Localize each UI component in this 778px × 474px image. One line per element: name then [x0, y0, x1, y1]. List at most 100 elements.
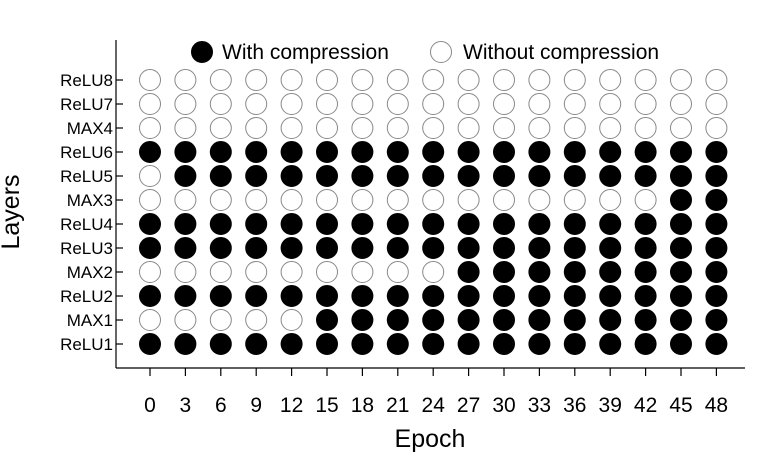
dot-relu2-epoch-30 [493, 285, 515, 307]
dot-relu8-epoch-6 [209, 69, 232, 91]
dot-max1-epoch-27 [457, 309, 480, 331]
dot-max1-epoch-36 [563, 309, 586, 331]
dot-relu3-epoch-21 [386, 237, 409, 259]
dot-relu5-epoch-0 [139, 165, 161, 187]
dot-relu2-epoch-12 [280, 285, 303, 307]
y-tick-label-max2: MAX2 [67, 263, 113, 282]
dot-relu3-epoch-6 [209, 237, 232, 259]
dot-relu5-epoch-6 [209, 165, 232, 187]
dot-relu7-epoch-18 [351, 93, 374, 115]
dot-relu8-epoch-33 [528, 69, 551, 91]
dot-relu4-epoch-42 [634, 213, 657, 235]
dot-relu1-epoch-21 [386, 333, 409, 355]
dot-max4-epoch-39 [599, 117, 622, 139]
dot-relu3-epoch-18 [351, 237, 374, 259]
dot-relu3-epoch-30 [493, 237, 515, 259]
y-tick-label-max1: MAX1 [67, 311, 113, 330]
dot-relu3-epoch-36 [563, 237, 586, 259]
dot-max1-epoch-12 [280, 309, 303, 331]
legend-swatch-without-compression [430, 41, 452, 63]
dot-max1-epoch-30 [493, 309, 515, 331]
y-tick-label-relu7: ReLU7 [60, 95, 113, 114]
legend-swatch-with-compression [191, 41, 213, 63]
dot-max2-epoch-0 [139, 261, 161, 283]
dot-relu7-epoch-39 [599, 93, 622, 115]
dot-max3-epoch-24 [422, 189, 445, 211]
dot-max1-epoch-45 [670, 309, 692, 331]
y-tick-label-relu4: ReLU4 [60, 215, 113, 234]
dot-relu1-epoch-30 [493, 333, 515, 355]
dot-relu2-epoch-3 [174, 285, 197, 307]
y-tick-label-max4: MAX4 [67, 119, 113, 138]
dot-max4-epoch-48 [705, 117, 728, 139]
dot-relu1-epoch-48 [705, 333, 728, 355]
dot-relu4-epoch-27 [457, 213, 480, 235]
dot-relu6-epoch-36 [563, 141, 586, 163]
dot-max2-epoch-36 [563, 261, 586, 283]
dot-relu5-epoch-15 [316, 165, 338, 187]
dot-max2-epoch-21 [386, 261, 409, 283]
dot-max1-epoch-3 [174, 309, 197, 331]
dot-relu2-epoch-6 [209, 285, 232, 307]
dot-relu8-epoch-0 [139, 69, 161, 91]
x-tick-label-42: 42 [634, 394, 657, 417]
dot-max3-epoch-27 [457, 189, 480, 211]
dot-relu2-epoch-39 [599, 285, 622, 307]
dot-relu7-epoch-3 [174, 93, 197, 115]
dot-max2-epoch-27 [457, 261, 480, 283]
dot-relu8-epoch-42 [634, 69, 657, 91]
dot-relu4-epoch-12 [280, 213, 303, 235]
dot-relu7-epoch-24 [422, 93, 445, 115]
dot-relu7-epoch-45 [670, 93, 692, 115]
dot-relu8-epoch-30 [493, 69, 515, 91]
x-tick-label-3: 3 [180, 394, 192, 417]
dot-relu7-epoch-30 [493, 93, 515, 115]
dot-relu8-epoch-36 [563, 69, 586, 91]
dot-relu2-epoch-15 [316, 285, 338, 307]
dot-max4-epoch-15 [316, 117, 338, 139]
dot-max4-epoch-24 [422, 117, 445, 139]
x-tick-label-0: 0 [144, 394, 156, 417]
y-tick-label-relu1: ReLU1 [60, 335, 113, 354]
dot-max4-epoch-3 [174, 117, 197, 139]
dot-max1-epoch-48 [705, 309, 728, 331]
dot-max3-epoch-45 [670, 189, 692, 211]
dot-relu5-epoch-42 [634, 165, 657, 187]
dot-relu6-epoch-15 [316, 141, 338, 163]
dot-relu4-epoch-15 [316, 213, 338, 235]
dot-relu5-epoch-27 [457, 165, 480, 187]
dot-max2-epoch-3 [174, 261, 197, 283]
dot-max1-epoch-21 [386, 309, 409, 331]
dot-relu2-epoch-36 [563, 285, 586, 307]
y-tick-label-relu5: ReLU5 [60, 167, 113, 186]
dot-relu6-epoch-45 [670, 141, 692, 163]
dot-max4-epoch-21 [386, 117, 409, 139]
x-tick-label-21: 21 [386, 394, 409, 417]
dot-relu5-epoch-12 [280, 165, 303, 187]
x-tick-label-48: 48 [705, 394, 728, 417]
dot-relu3-epoch-42 [634, 237, 657, 259]
dot-relu2-epoch-21 [386, 285, 409, 307]
dot-max3-epoch-9 [245, 189, 268, 211]
dot-relu1-epoch-18 [351, 333, 374, 355]
dot-relu1-epoch-42 [634, 333, 657, 355]
dot-relu3-epoch-39 [599, 237, 622, 259]
dot-relu4-epoch-36 [563, 213, 586, 235]
dot-relu7-epoch-0 [139, 93, 161, 115]
y-axis-title: Layers [0, 174, 25, 249]
dot-relu6-epoch-30 [493, 141, 515, 163]
dot-relu2-epoch-27 [457, 285, 480, 307]
dot-relu7-epoch-33 [528, 93, 551, 115]
dot-max1-epoch-39 [599, 309, 622, 331]
dot-relu6-epoch-33 [528, 141, 551, 163]
dot-max2-epoch-33 [528, 261, 551, 283]
dot-relu4-epoch-0 [139, 213, 161, 235]
dot-relu3-epoch-33 [528, 237, 551, 259]
dot-max3-epoch-15 [316, 189, 338, 211]
dot-relu6-epoch-39 [599, 141, 622, 163]
dot-relu1-epoch-9 [245, 333, 268, 355]
dot-relu2-epoch-18 [351, 285, 374, 307]
dot-max4-epoch-9 [245, 117, 268, 139]
y-tick-label-relu6: ReLU6 [60, 143, 113, 162]
